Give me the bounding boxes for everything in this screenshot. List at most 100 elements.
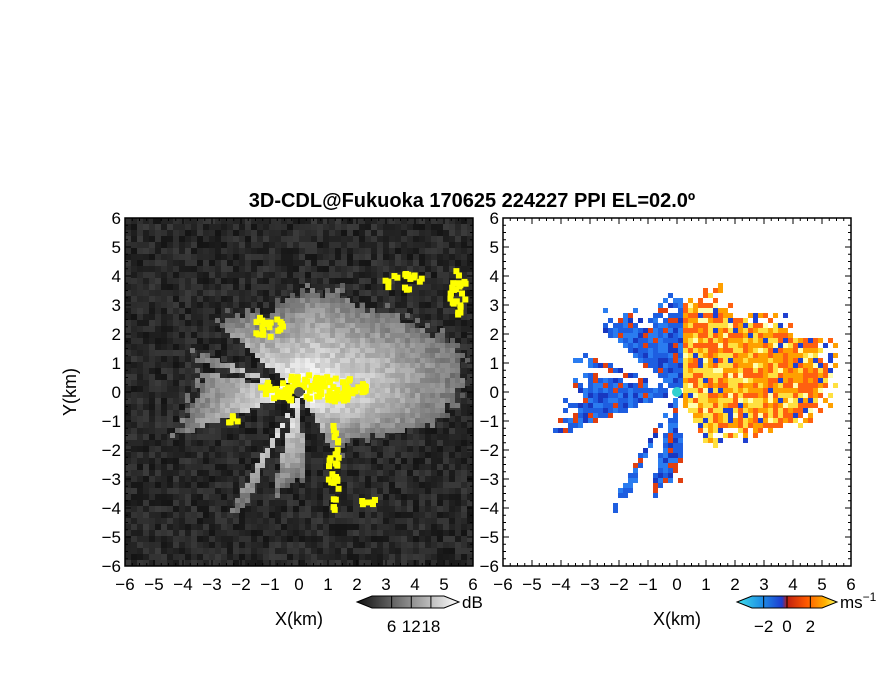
noise-cell bbox=[155, 332, 161, 338]
reflectivity-ylabel: Y(km) bbox=[60, 368, 80, 416]
reflectivity-pixel bbox=[300, 358, 305, 363]
noise-cell bbox=[305, 422, 311, 428]
reflectivity-pixel bbox=[375, 363, 380, 368]
reflectivity-pixel bbox=[370, 413, 375, 418]
noise-cell bbox=[137, 404, 143, 410]
noise-cell bbox=[179, 560, 185, 566]
reflectivity-pixel bbox=[310, 288, 315, 293]
reflectivity-pixel bbox=[360, 308, 365, 313]
noise-cell bbox=[149, 518, 155, 524]
noise-cell bbox=[155, 476, 161, 482]
reflectivity-pixel bbox=[405, 323, 410, 328]
noise-cell bbox=[155, 464, 161, 470]
reflectivity-pixel bbox=[290, 323, 295, 328]
noise-cell bbox=[125, 470, 131, 476]
noise-cell bbox=[395, 494, 401, 500]
noise-cell bbox=[227, 512, 233, 518]
noise-cell bbox=[311, 470, 317, 476]
noise-cell bbox=[191, 302, 197, 308]
reflectivity-pixel bbox=[330, 418, 335, 423]
reflectivity-pixel bbox=[320, 318, 325, 323]
noise-cell bbox=[185, 476, 191, 482]
reflectivity-pixel bbox=[325, 343, 330, 348]
noise-cell bbox=[191, 326, 197, 332]
noise-cell bbox=[365, 548, 371, 554]
noise-cell bbox=[131, 476, 137, 482]
noise-cell bbox=[197, 236, 203, 242]
noise-cell bbox=[191, 530, 197, 536]
noise-cell bbox=[287, 236, 293, 242]
reflectivity-pixel bbox=[395, 378, 400, 383]
reflectivity-pixel bbox=[365, 373, 370, 378]
noise-cell bbox=[449, 488, 455, 494]
noise-cell bbox=[179, 470, 185, 476]
noise-cell bbox=[233, 242, 239, 248]
clutter-pixel bbox=[345, 393, 352, 400]
reflectivity-pixel bbox=[390, 408, 395, 413]
reflectivity-pixel bbox=[285, 313, 290, 318]
clutter-pixel bbox=[324, 393, 331, 400]
noise-cell bbox=[215, 452, 221, 458]
noise-cell bbox=[203, 446, 209, 452]
noise-cell bbox=[413, 554, 419, 560]
noise-cell bbox=[239, 278, 245, 284]
noise-cell bbox=[143, 506, 149, 512]
noise-cell bbox=[467, 410, 473, 416]
noise-cell bbox=[281, 524, 287, 530]
clutter-pixel bbox=[266, 324, 273, 331]
noise-cell bbox=[341, 524, 347, 530]
noise-cell bbox=[455, 464, 461, 470]
noise-cell bbox=[461, 302, 467, 308]
noise-cell bbox=[191, 332, 197, 338]
noise-cell bbox=[407, 548, 413, 554]
noise-cell bbox=[221, 332, 227, 338]
noise-cell bbox=[125, 500, 131, 506]
noise-cell bbox=[221, 530, 227, 536]
reflectivity-pixel bbox=[450, 373, 455, 378]
noise-cell bbox=[227, 476, 233, 482]
reflectivity-pixel bbox=[435, 338, 440, 343]
noise-cell bbox=[401, 524, 407, 530]
noise-cell bbox=[311, 548, 317, 554]
reflectivity-pixel bbox=[285, 453, 290, 458]
noise-cell bbox=[251, 248, 257, 254]
noise-cell bbox=[203, 536, 209, 542]
noise-cell bbox=[299, 500, 305, 506]
reflectivity-pixel bbox=[330, 323, 335, 328]
noise-cell bbox=[281, 512, 287, 518]
noise-cell bbox=[263, 404, 269, 410]
noise-cell bbox=[335, 500, 341, 506]
reflectivity-pixel bbox=[360, 408, 365, 413]
noise-cell bbox=[137, 344, 143, 350]
noise-cell bbox=[341, 470, 347, 476]
reflectivity-pixel bbox=[370, 348, 375, 353]
noise-cell bbox=[383, 536, 389, 542]
noise-cell bbox=[413, 248, 419, 254]
noise-cell bbox=[173, 488, 179, 494]
noise-cell bbox=[257, 506, 263, 512]
reflectivity-pixel bbox=[210, 403, 215, 408]
clutter-pixel bbox=[261, 321, 268, 328]
clutter-pixel bbox=[332, 496, 339, 503]
noise-cell bbox=[233, 446, 239, 452]
reflectivity-pixel bbox=[330, 328, 335, 333]
noise-cell bbox=[155, 248, 161, 254]
noise-cell bbox=[389, 284, 395, 290]
reflectivity-pixel bbox=[380, 398, 385, 403]
noise-cell bbox=[407, 524, 413, 530]
noise-cell bbox=[347, 446, 353, 452]
reflectivity-pixel bbox=[295, 308, 300, 313]
reflectivity-pixel bbox=[415, 363, 420, 368]
noise-cell bbox=[263, 218, 269, 224]
reflectivity-pixel bbox=[285, 483, 290, 488]
noise-cell bbox=[197, 548, 203, 554]
noise-cell bbox=[311, 488, 317, 494]
noise-cell bbox=[317, 284, 323, 290]
noise-cell bbox=[227, 254, 233, 260]
noise-cell bbox=[245, 290, 251, 296]
noise-cell bbox=[245, 272, 251, 278]
reflectivity-pixel bbox=[295, 303, 300, 308]
noise-cell bbox=[131, 368, 137, 374]
reflectivity-pixel bbox=[365, 418, 370, 423]
reflectivity-pixel bbox=[315, 333, 320, 338]
